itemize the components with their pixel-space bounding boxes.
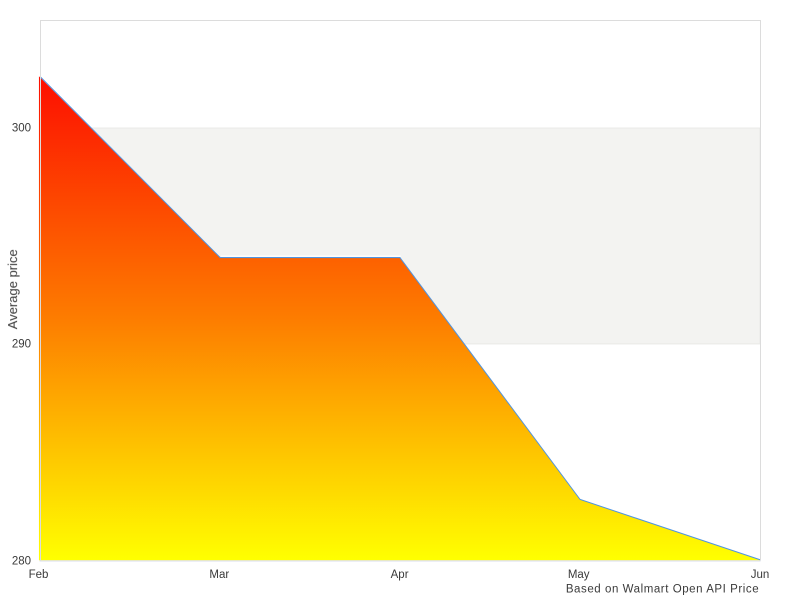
svg-text:280: 280: [12, 556, 31, 568]
svg-text:Based on Walmart Open API Pric: Based on Walmart Open API Price: [566, 584, 759, 596]
svg-text:May: May: [568, 569, 590, 581]
svg-text:Jun: Jun: [751, 569, 770, 581]
svg-text:290: 290: [12, 339, 31, 351]
svg-text:Mar: Mar: [209, 569, 229, 581]
svg-text:300: 300: [12, 123, 31, 135]
svg-text:Apr: Apr: [391, 569, 409, 581]
svg-text:Feb: Feb: [29, 569, 49, 581]
svg-text:Average price: Average price: [5, 249, 20, 329]
